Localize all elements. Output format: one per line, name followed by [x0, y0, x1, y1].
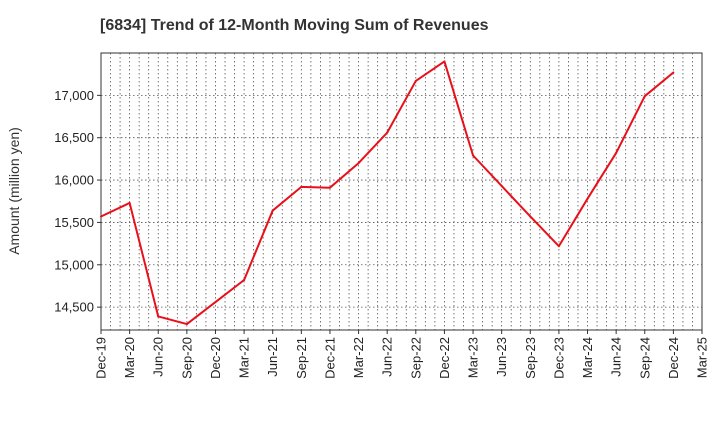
y-axis-ticks: 14,500 15,000 15,500 16,000 16,500 17,000 [54, 88, 101, 315]
x-tick-label: Sep-23 [523, 337, 538, 379]
x-tick-label: Mar-22 [351, 337, 366, 378]
data-point [214, 301, 217, 304]
x-tick-label: Dec-22 [437, 337, 452, 379]
data-point [300, 185, 303, 188]
data-point [529, 215, 532, 218]
x-tick-label: Mar-25 [695, 337, 710, 378]
data-point [157, 315, 160, 318]
y-tick-label: 15,000 [54, 257, 94, 272]
plot-area [101, 53, 702, 330]
x-axis-ticks: Dec-19 Mar-20 Jun-20 Sep-20 Dec-20 Mar-21 Jun-… [94, 330, 710, 379]
x-tick-label: Mar-21 [237, 337, 252, 378]
x-tick-label: Jun-22 [380, 337, 395, 377]
data-point [643, 95, 646, 98]
data-point [100, 215, 102, 218]
y-tick-label: 16,500 [54, 130, 94, 145]
data-point [271, 209, 274, 212]
data-point [615, 151, 618, 154]
x-tick-label: Jun-20 [151, 337, 166, 377]
x-tick-label: Dec-23 [551, 337, 566, 379]
x-tick-label: Jun-23 [494, 337, 509, 377]
data-point [472, 154, 475, 157]
y-tick-label: 16,000 [54, 173, 94, 188]
data-point [128, 201, 131, 204]
data-point [414, 79, 417, 82]
x-tick-label: Jun-21 [265, 337, 280, 377]
data-point [185, 323, 188, 326]
x-tick-label: Dec-24 [666, 337, 681, 379]
plot-frame [100, 52, 703, 331]
data-point [557, 245, 560, 248]
y-tick-label: 17,000 [54, 88, 94, 103]
x-tick-label: Dec-21 [322, 337, 337, 379]
x-tick-label: Mar-24 [580, 337, 595, 378]
data-point [357, 162, 360, 165]
data-point [328, 186, 331, 189]
data-point [386, 131, 389, 134]
data-point [586, 197, 589, 200]
data-point [243, 279, 246, 282]
x-tick-label: Mar-23 [466, 337, 481, 378]
chart-title: [6834] Trend of 12-Month Moving Sum of R… [100, 17, 489, 34]
x-tick-label: Dec-19 [94, 337, 109, 379]
x-tick-label: Sep-24 [637, 337, 652, 379]
data-point [500, 184, 503, 187]
data-point [443, 60, 446, 63]
y-tick-label: 14,500 [54, 300, 94, 315]
x-tick-label: Jun-24 [609, 337, 624, 377]
y-tick-label: 15,500 [54, 215, 94, 230]
x-tick-label: Sep-20 [179, 337, 194, 379]
x-tick-label: Mar-20 [122, 337, 137, 378]
data-point [672, 71, 675, 74]
x-tick-label: Sep-22 [408, 337, 423, 379]
y-axis-label: Amount (million yen) [6, 127, 22, 255]
y-gridlines [101, 94, 702, 308]
x-tick-label: Sep-21 [294, 337, 309, 379]
series-layer [100, 60, 675, 326]
x-tick-label: Dec-20 [208, 337, 223, 379]
